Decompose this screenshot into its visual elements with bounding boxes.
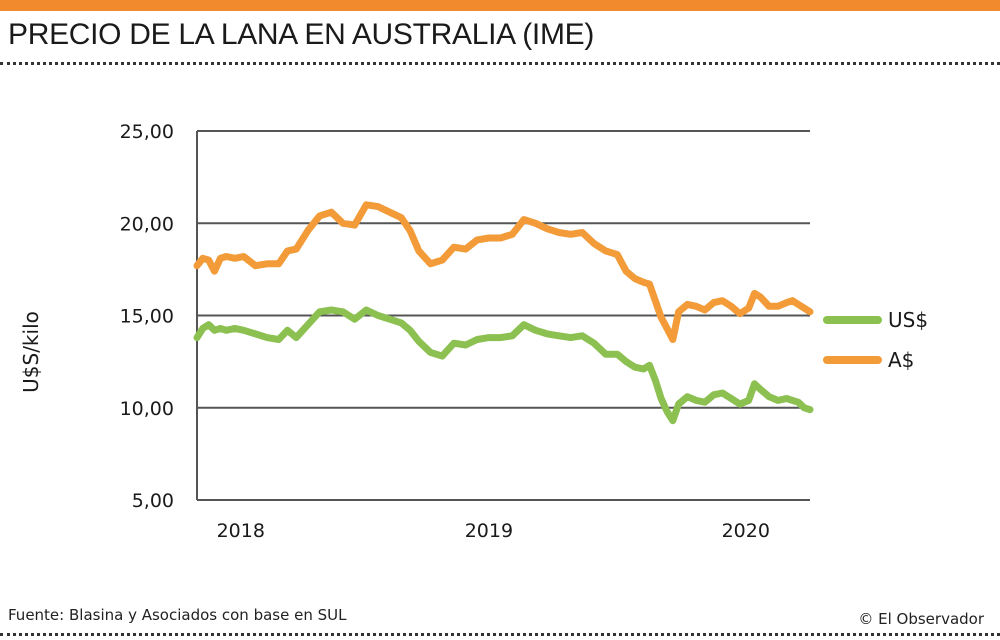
y-tick-labels: 5,00 10,00 15,00 20,00 25,00 — [120, 121, 174, 512]
x-tick-labels: 2018 2019 2020 — [217, 520, 770, 542]
x-tick-label: 2018 — [217, 520, 265, 542]
y-tick-label: 5,00 — [132, 490, 174, 512]
title-divider — [0, 62, 1000, 65]
credit-note: © El Observador — [858, 610, 984, 628]
legend: US$ A$ — [823, 308, 928, 372]
y-axis-label: U$S/kilo — [19, 311, 43, 393]
series-line-aud — [193, 201, 814, 343]
series-lines — [193, 201, 814, 425]
legend-label-usd: US$ — [888, 308, 928, 332]
series-line-usd — [193, 306, 814, 425]
page-title: PRECIO DE LA LANA EN AUSTRALIA (IME) — [8, 18, 595, 51]
y-tick-label: 10,00 — [120, 398, 174, 420]
y-tick-label: 25,00 — [120, 121, 174, 143]
line-chart: 5,00 10,00 15,00 20,00 25,00 2018 2019 2020 US… — [19, 121, 928, 542]
x-tick-label: 2020 — [722, 520, 770, 542]
source-note: Fuente: Blasina y Asociados con base en … — [8, 606, 347, 624]
x-tick-label: 2019 — [465, 520, 513, 542]
y-tick-label: 20,00 — [120, 213, 174, 235]
footer-divider — [0, 633, 1000, 636]
legend-label-aud: A$ — [888, 348, 914, 372]
top-accent-bar — [0, 0, 1000, 11]
grid-lines — [196, 130, 810, 501]
y-tick-label: 15,00 — [120, 306, 174, 328]
